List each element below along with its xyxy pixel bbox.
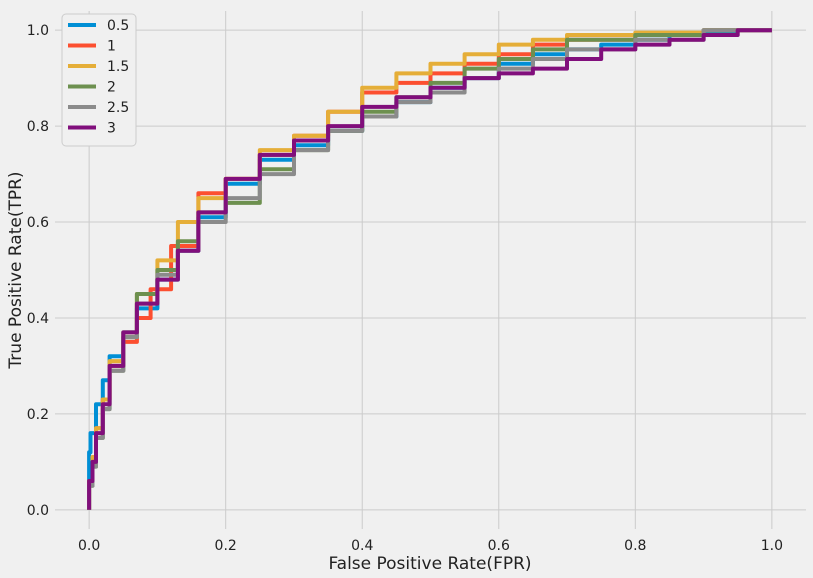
y-tick-label: 0.2 <box>27 407 49 423</box>
x-tick-label: 0.0 <box>78 538 100 554</box>
legend-label: 2 <box>107 80 116 96</box>
legend-label: 0.5 <box>107 18 129 34</box>
tick-labels: 0.0 0.2 0.4 0.6 0.8 1.0 0.0 0.2 0.4 0.6 0.8 1.0 <box>27 23 783 554</box>
x-tick-label: 0.4 <box>351 538 373 554</box>
y-tick-label: 1.0 <box>27 23 49 39</box>
legend: 0.5 1 1.5 2 2.5 3 <box>61 13 137 147</box>
y-tick-label: 0.0 <box>27 503 49 519</box>
x-tick-label: 0.8 <box>624 538 646 554</box>
y-tick-label: 0.4 <box>27 311 49 327</box>
x-tick-label: 0.2 <box>215 538 237 554</box>
y-tick-label: 0.8 <box>27 119 49 135</box>
legend-label: 2.5 <box>107 100 129 116</box>
series-line-1-5 <box>87 28 772 510</box>
y-axis-label: True Positive Rate(TPR) <box>6 171 26 369</box>
x-axis-label: False Positive Rate(FPR) <box>328 554 531 574</box>
y-tick-label: 0.6 <box>27 215 49 231</box>
x-tick-label: 1.0 <box>761 538 783 554</box>
legend-label: 1.5 <box>107 59 129 75</box>
series-line-3 <box>87 28 772 510</box>
legend-label: 3 <box>107 121 116 137</box>
x-tick-label: 0.6 <box>488 538 510 554</box>
legend-label: 1 <box>107 39 116 55</box>
series-lines <box>87 28 772 510</box>
grid <box>55 11 806 529</box>
